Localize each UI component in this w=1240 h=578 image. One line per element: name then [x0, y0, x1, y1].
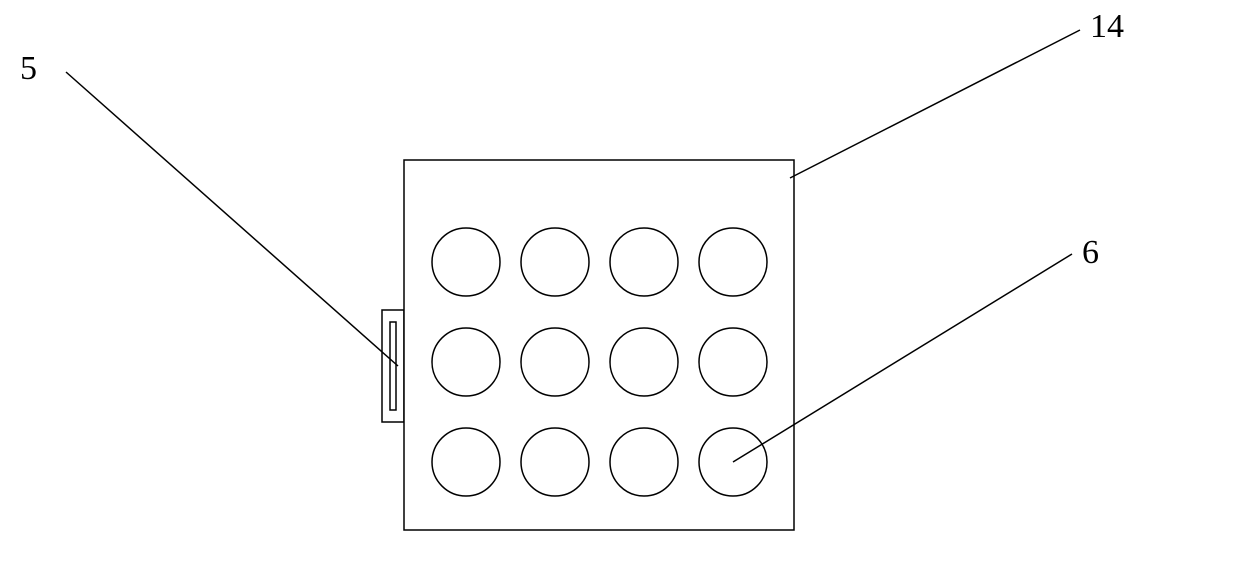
leader-5 — [66, 72, 398, 366]
hole-circle — [610, 328, 678, 396]
hole-circle — [521, 428, 589, 496]
hole-circle — [521, 328, 589, 396]
hole-circle — [432, 228, 500, 296]
callout-label-14: 14 — [1090, 8, 1124, 46]
hole-circle — [432, 428, 500, 496]
diagram-svg — [0, 0, 1240, 578]
callout-label-5: 5 — [20, 50, 37, 88]
hole-circle — [521, 228, 589, 296]
leader-14 — [790, 30, 1080, 178]
hole-circle — [610, 428, 678, 496]
hole-circle — [432, 328, 500, 396]
hole-circle — [699, 328, 767, 396]
hole-circle — [610, 228, 678, 296]
callout-label-6: 6 — [1082, 234, 1099, 272]
hole-circle — [699, 228, 767, 296]
side-tab-inner — [390, 322, 396, 410]
diagram-canvas: 14 5 6 — [0, 0, 1240, 578]
